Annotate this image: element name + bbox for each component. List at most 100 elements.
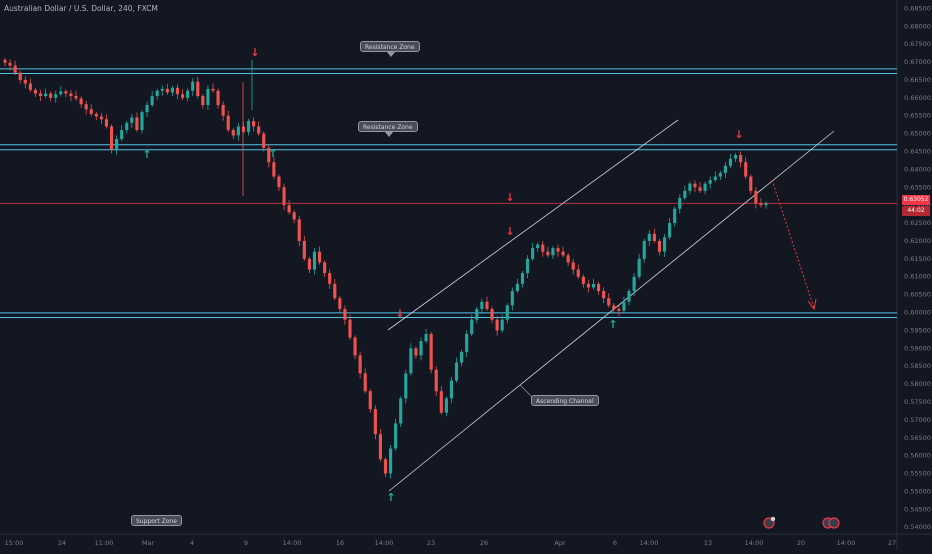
candle-body xyxy=(409,348,413,374)
candle-body xyxy=(115,138,119,150)
candle-body xyxy=(465,333,469,352)
x-axis-tick-label: 4 xyxy=(190,539,194,547)
y-axis-tick-label: 0.61000 xyxy=(904,273,931,281)
candle-body xyxy=(703,183,707,191)
candle-body xyxy=(150,96,154,105)
candle-body xyxy=(439,391,443,413)
candle-body xyxy=(160,88,164,91)
y-axis-tick-label: 0.55000 xyxy=(904,487,931,495)
candle-body xyxy=(170,87,174,93)
candle-body xyxy=(744,162,748,177)
x-axis-tick-label: 20 xyxy=(797,539,805,547)
candle-body xyxy=(333,283,337,299)
candle-body xyxy=(18,72,22,80)
candle-body xyxy=(551,248,555,256)
y-axis-tick-label: 0.67500 xyxy=(904,40,931,48)
candle-body xyxy=(627,291,631,302)
candle-body xyxy=(556,248,560,252)
candle-body xyxy=(394,423,398,449)
candle-body xyxy=(84,104,88,110)
buy-signal-arrow-icon: ↑ xyxy=(608,318,617,331)
y-axis-tick-label: 0.68000 xyxy=(904,22,931,30)
x-axis-tick-label: 14:00 xyxy=(745,539,764,547)
candle-body xyxy=(597,283,601,292)
candle-body xyxy=(434,369,438,392)
candle-body xyxy=(145,104,149,113)
candle-body xyxy=(23,79,27,84)
candle-body xyxy=(698,187,702,191)
y-axis-tick-label: 0.56500 xyxy=(904,434,931,442)
y-axis-tick-label: 0.58500 xyxy=(904,362,931,370)
buy-signal-arrow-icon: ↑ xyxy=(142,148,151,161)
candle-body xyxy=(383,459,388,474)
sell-signal-arrow-icon: ↓ xyxy=(734,128,743,141)
candle-body xyxy=(155,90,159,97)
candle-body xyxy=(272,162,276,177)
projection-line xyxy=(771,179,815,309)
candle-body xyxy=(612,305,616,309)
x-axis-tick-label: Mar xyxy=(142,539,155,547)
y-axis-tick-label: 0.55500 xyxy=(904,470,931,478)
candle-body xyxy=(632,276,636,292)
resistance-callout-pointer-2 xyxy=(385,132,393,137)
resistance-zone-label-1: Resistance Zone xyxy=(360,41,420,52)
y-axis-tick-label: 0.62500 xyxy=(904,219,931,227)
candle-body xyxy=(389,448,393,474)
x-axis-tick-label: 14:00 xyxy=(837,539,856,547)
candle-body xyxy=(449,380,454,399)
candle-body xyxy=(3,59,7,63)
candle-body xyxy=(196,81,200,97)
candle-body xyxy=(135,117,139,131)
candle-body xyxy=(764,203,768,206)
candle-body xyxy=(363,373,367,392)
candle-body xyxy=(591,283,596,288)
candle-body xyxy=(541,244,545,252)
candle-body xyxy=(165,88,169,93)
buy-signal-arrow-icon: ↑ xyxy=(268,147,277,160)
y-axis-tick-label: 0.60000 xyxy=(904,309,931,317)
y-axis-tick-label: 0.63500 xyxy=(904,183,931,191)
candle-body xyxy=(348,319,352,338)
candle-body xyxy=(525,258,530,274)
candle-body xyxy=(749,176,753,191)
candle-body xyxy=(175,87,180,95)
candle-body xyxy=(292,212,296,220)
candle-body xyxy=(460,351,464,363)
candle-body xyxy=(267,147,271,163)
candle-body xyxy=(652,233,656,241)
y-axis-tick-label: 0.59500 xyxy=(904,326,931,334)
candle-body xyxy=(33,89,38,94)
candle-body xyxy=(668,223,672,238)
candle-body xyxy=(480,301,484,309)
candle-body xyxy=(241,126,246,132)
candle-body xyxy=(607,298,611,306)
y-axis-tick-label: 0.54500 xyxy=(904,505,931,513)
x-axis-tick-label: 16 xyxy=(336,539,344,547)
candle-body xyxy=(206,88,210,105)
candle-body xyxy=(470,319,474,334)
candle-body xyxy=(708,180,712,184)
candle-body xyxy=(13,65,17,73)
candle-body xyxy=(454,362,459,381)
candle-body xyxy=(180,94,185,98)
x-axis-tick-label: 24 xyxy=(58,539,66,547)
candle-body xyxy=(505,305,509,320)
x-axis-tick-label: 14:00 xyxy=(283,539,302,547)
candle-body xyxy=(252,121,256,127)
candle-body xyxy=(576,269,580,277)
countdown-tag: 44:02 xyxy=(902,206,930,216)
candle-body xyxy=(419,341,423,356)
event-icon[interactable] xyxy=(828,517,840,529)
candle-body xyxy=(49,93,53,98)
y-axis-tick-label: 0.56000 xyxy=(904,452,931,460)
candle-body xyxy=(125,122,129,131)
candle-body xyxy=(586,283,591,288)
sell-signal-arrow-icon: ↓ xyxy=(250,46,259,59)
resistance-zone-label-2: Resistance Zone xyxy=(358,121,418,132)
candle-body xyxy=(312,251,317,270)
resistance-callout-pointer-1 xyxy=(387,52,395,57)
y-axis-tick-label: 0.57000 xyxy=(904,416,931,424)
